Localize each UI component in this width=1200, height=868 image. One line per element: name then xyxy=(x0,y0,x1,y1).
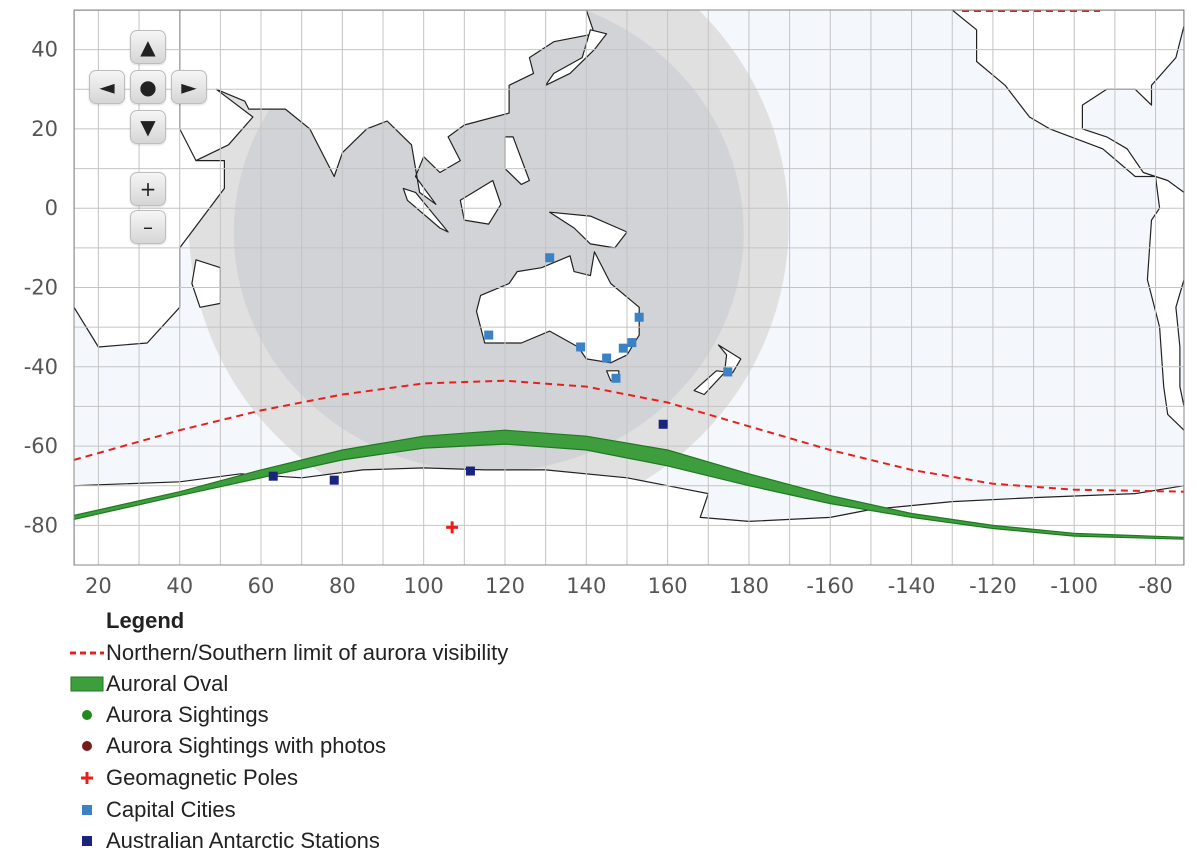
antarctic-station-marker[interactable] xyxy=(658,419,668,429)
legend-item-aurora-sightings: Aurora Sightings xyxy=(70,700,269,730)
borneo-land xyxy=(459,179,502,225)
lat-tick-label: -60 xyxy=(24,434,58,458)
capital-city-marker[interactable] xyxy=(634,312,644,322)
zoom-out-button[interactable]: – xyxy=(130,210,166,244)
pan-center-button[interactable]: ● xyxy=(130,70,166,104)
navy-square-icon xyxy=(70,830,104,852)
capital-city-marker[interactable] xyxy=(602,353,612,363)
legend-item-antarctic-stations: Australian Antarctic Stations xyxy=(70,826,380,856)
map-canvas[interactable]: 40 20 0 -20 -40 -60 -80 20 40 60 80 100 120 140 160 18… xyxy=(0,0,1200,600)
legend-label: Aurora Sightings with photos xyxy=(106,733,387,758)
lon-tick-label: 60 xyxy=(248,574,275,598)
legend-label: Aurora Sightings xyxy=(106,702,269,727)
lon-tick-label: -140 xyxy=(888,574,936,598)
green-band-icon xyxy=(70,673,104,695)
capital-city-marker[interactable] xyxy=(618,343,628,353)
capital-city-marker[interactable] xyxy=(611,373,621,383)
geomagnetic-pole-marker[interactable] xyxy=(446,521,459,534)
antarctic-station-marker[interactable] xyxy=(268,471,278,481)
lon-tick-label: 140 xyxy=(566,574,606,598)
blue-square-icon xyxy=(70,799,104,821)
lat-tick-label: 40 xyxy=(31,38,58,62)
legend-label: Australian Antarctic Stations xyxy=(106,828,380,853)
legend-item-geomagnetic-poles: Geomagnetic Poles xyxy=(70,763,298,793)
antarctic-station-marker[interactable] xyxy=(329,475,339,485)
lat-tick-label: -40 xyxy=(24,355,58,379)
pan-left-button[interactable]: ◄ xyxy=(89,70,125,104)
grid-lines xyxy=(74,10,1184,565)
lon-tick-label: -120 xyxy=(969,574,1017,598)
auroral-oval xyxy=(74,429,1184,540)
lon-tick-label: 40 xyxy=(166,574,193,598)
new-zealand-land xyxy=(693,344,742,396)
lat-tick-label: 20 xyxy=(31,117,58,141)
legend-title: Legend xyxy=(106,608,185,633)
pan-right-button[interactable]: ► xyxy=(171,70,207,104)
lat-tick-label: -20 xyxy=(24,276,58,300)
plot-frame xyxy=(73,9,1185,566)
land-masses xyxy=(74,10,1184,565)
legend-label: Northern/Southern limit of aurora visibi… xyxy=(106,640,509,665)
capital-city-marker[interactable] xyxy=(484,330,494,340)
japan-land xyxy=(545,29,608,86)
legend-item-sightings-photos: Aurora Sightings with photos xyxy=(70,731,386,761)
antarctic-station-marker[interactable] xyxy=(465,466,475,476)
lat-tick-label: 0 xyxy=(45,196,58,220)
legend-item-capital-cities: Capital Cities xyxy=(70,795,236,825)
legend: Legend Northern/Southern limit of aurora… xyxy=(0,600,1200,868)
pan-up-button[interactable]: ▲ xyxy=(130,30,166,64)
legend-item-auroral-oval: Auroral Oval xyxy=(70,669,228,699)
lon-tick-label: 160 xyxy=(648,574,688,598)
legend-label: Capital Cities xyxy=(106,797,236,822)
map-markers[interactable] xyxy=(268,253,733,534)
lon-tick-label: -100 xyxy=(1050,574,1098,598)
lon-tick-label: 100 xyxy=(404,574,444,598)
pan-down-button[interactable]: ▼ xyxy=(130,110,166,144)
lon-tick-label: -80 xyxy=(1138,574,1172,598)
legend-item-visibility-limit: Northern/Southern limit of aurora visibi… xyxy=(70,638,508,668)
visibility-limit-line xyxy=(74,10,1184,493)
legend-label: Geomagnetic Poles xyxy=(106,765,298,790)
visibility-limit-path xyxy=(74,379,1184,493)
dark-red-dot-icon xyxy=(70,735,104,757)
zoom-in-button[interactable]: + xyxy=(130,172,166,206)
lon-tick-label: 20 xyxy=(85,574,112,598)
capital-city-marker[interactable] xyxy=(627,338,637,348)
legend-label: Auroral Oval xyxy=(106,671,229,696)
capital-city-marker[interactable] xyxy=(723,367,733,377)
dashed-line-icon xyxy=(70,642,104,664)
red-cross-icon xyxy=(70,767,104,789)
capital-city-marker[interactable] xyxy=(576,342,586,352)
madagascar-land xyxy=(191,259,221,308)
antarctica-land xyxy=(74,467,1184,565)
auroral-oval-band xyxy=(74,429,1184,540)
longitude-ticks: 20 40 60 80 100 120 140 160 180 -160 -140 -120 -100 -… xyxy=(85,574,1173,598)
lon-tick-label: 80 xyxy=(329,574,356,598)
aurora-map[interactable]: 40 20 0 -20 -40 -60 -80 20 40 60 80 100 120 140 160 18… xyxy=(0,0,1200,600)
latitude-ticks: 40 20 0 -20 -40 -60 -80 xyxy=(24,38,58,538)
lon-tick-label: 180 xyxy=(729,574,769,598)
sumatra-land xyxy=(402,187,449,233)
lon-tick-label: -160 xyxy=(806,574,854,598)
green-dot-icon xyxy=(70,704,104,726)
lon-tick-label: 120 xyxy=(485,574,525,598)
capital-city-marker[interactable] xyxy=(545,253,555,263)
lat-tick-label: -80 xyxy=(24,513,58,537)
